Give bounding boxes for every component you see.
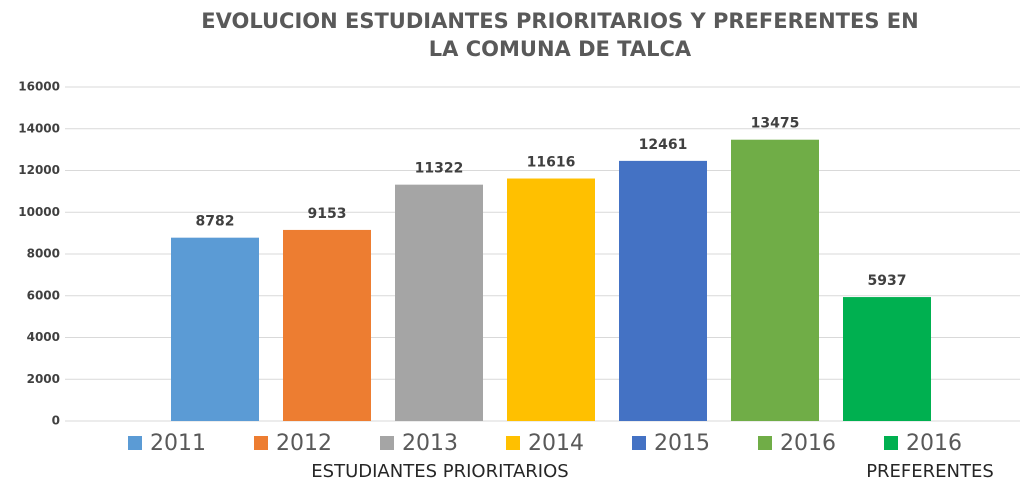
legend-label: 2016	[906, 431, 962, 456]
y-tick-label: 8000	[27, 247, 60, 261]
legend-label: 2013	[402, 431, 458, 456]
data-label: 5937	[868, 273, 907, 289]
y-tick-label: 16000	[18, 80, 60, 94]
data-label: 12461	[639, 137, 688, 153]
y-tick-label: 6000	[27, 288, 60, 302]
category-label: PREFERENTES	[866, 461, 994, 481]
category-label: ESTUDIANTES PRIORITARIOS	[311, 461, 568, 481]
bar	[619, 160, 707, 421]
y-tick-label: 4000	[27, 330, 60, 344]
data-label: 11322	[415, 161, 464, 177]
y-tick-label: 10000	[18, 205, 60, 219]
legend-swatch	[758, 436, 772, 450]
data-label: 8782	[196, 214, 235, 230]
legend-label: 2014	[528, 431, 584, 456]
chart-title: LA COMUNA DE TALCA	[429, 37, 692, 61]
y-tick-label: 14000	[18, 121, 60, 135]
y-tick-label: 12000	[18, 163, 60, 177]
bar	[507, 178, 595, 421]
y-tick-label: 2000	[27, 372, 60, 386]
legend-label: 2012	[276, 431, 332, 456]
bar	[283, 229, 371, 421]
legend-swatch	[632, 436, 646, 450]
data-label: 11616	[527, 155, 576, 171]
legend-swatch	[254, 436, 268, 450]
legend-swatch	[128, 436, 142, 450]
legend-swatch	[884, 436, 898, 450]
bar	[171, 237, 259, 421]
bar	[731, 139, 819, 421]
data-label: 9153	[308, 206, 347, 222]
legend-label: 2011	[150, 431, 206, 456]
bar	[395, 184, 483, 421]
bar	[843, 297, 931, 421]
legend-swatch	[380, 436, 394, 450]
y-tick-label: 0	[52, 414, 60, 428]
legend-label: 2015	[654, 431, 710, 456]
data-label: 13475	[751, 116, 800, 132]
legend-label: 2016	[780, 431, 836, 456]
legend-swatch	[506, 436, 520, 450]
chart-title: EVOLUCION ESTUDIANTES PRIORITARIOS Y PRE…	[201, 9, 918, 33]
